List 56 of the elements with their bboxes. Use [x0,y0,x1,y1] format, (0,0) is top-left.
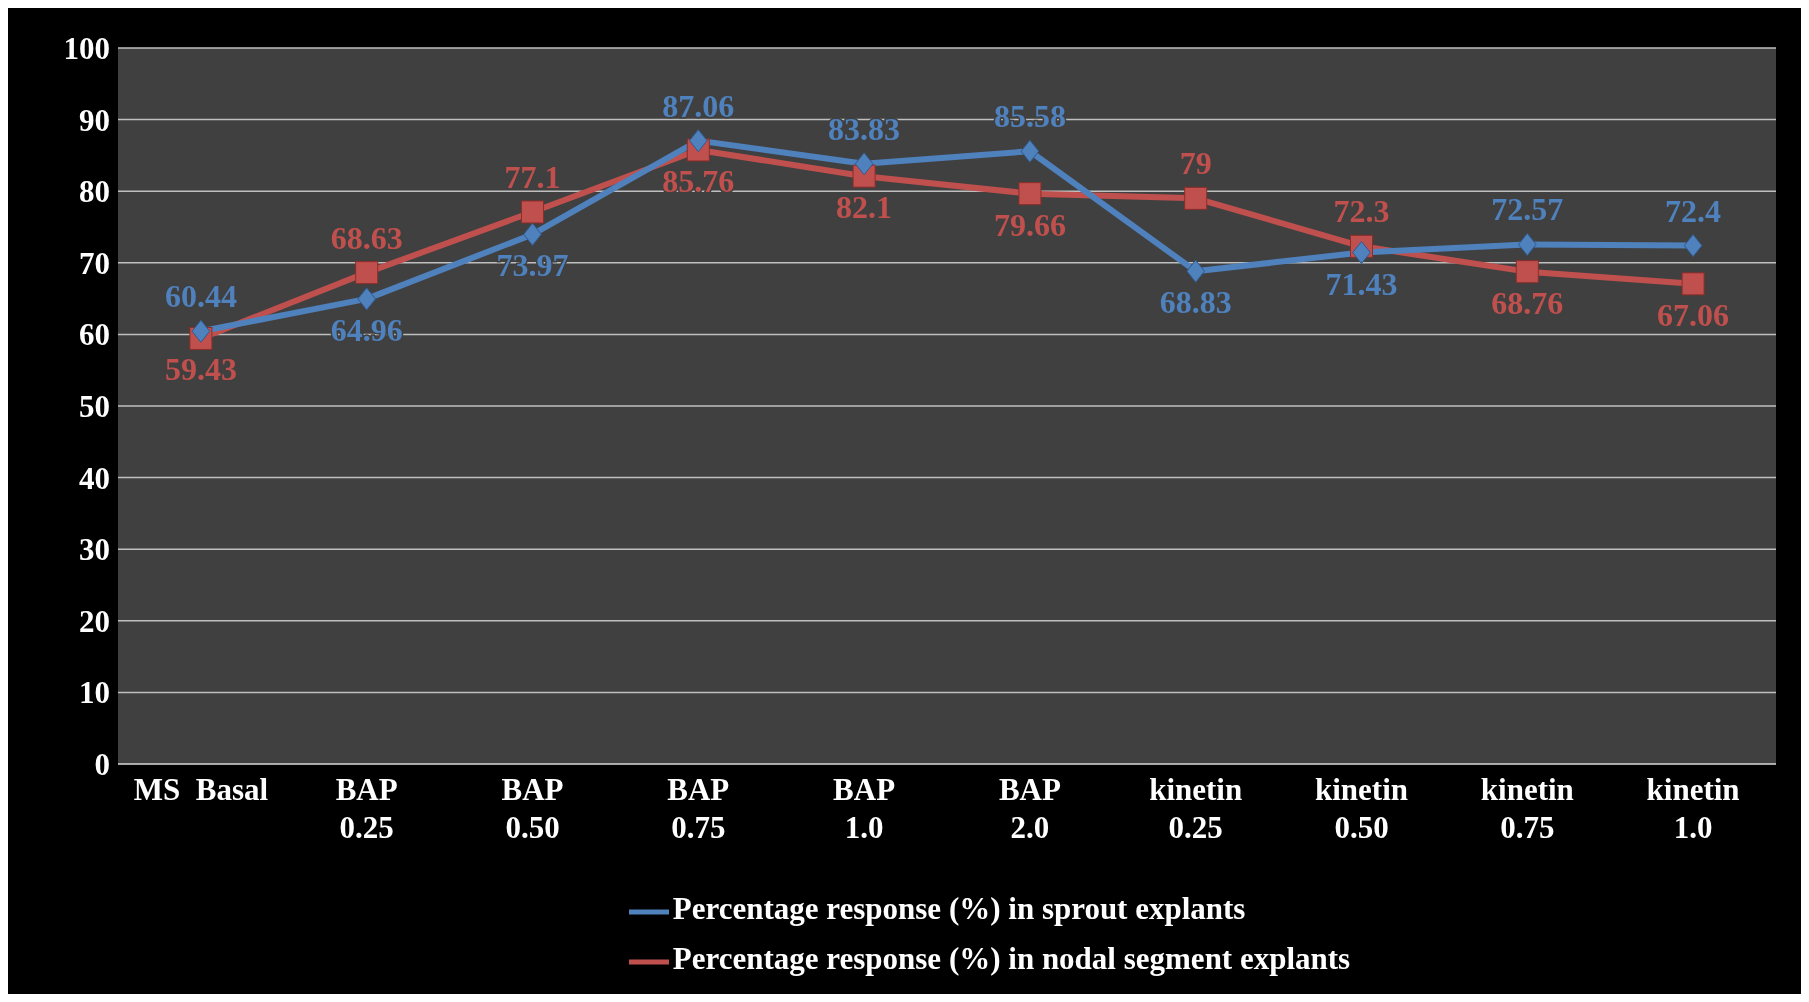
point [1186,259,1205,283]
y-tick-label: 90 [79,102,110,138]
y-tick-label: 40 [79,460,110,496]
point [355,261,379,285]
y-tick-label: 100 [63,31,110,67]
data-label: 68.83 [1159,284,1232,321]
point [1683,234,1703,258]
point [191,319,211,343]
point [1515,260,1539,284]
data-label: 82.1 [836,189,893,226]
x-tick-label: BAP 2.0 [998,772,1061,845]
point [523,222,542,246]
point [1352,241,1371,265]
point [854,152,874,176]
y-tick-label: 0 [94,747,110,783]
y-tick-label: 30 [79,532,110,568]
y-tick-label: 70 [79,245,110,281]
data-label: 59.43 [164,351,237,388]
x-tick-label: BAP 0.25 [335,772,398,845]
legend-label: Percentage response (%) in nodal segment explants [672,941,1351,976]
data-label: 72.3 [1333,193,1390,230]
data-label: 72.4 [1665,192,1722,229]
data-label: 71.43 [1325,265,1398,302]
x-tick-label: kinetin 0.25 [1149,772,1243,845]
x-tick-label: BAP 1.0 [833,772,896,845]
point [357,287,376,311]
y-tick-label: 50 [79,389,110,425]
point [521,200,544,224]
data-label: 79.66 [993,206,1066,243]
y-tick-label: 60 [79,317,110,353]
x-tick-label: BAP 0.50 [501,772,564,845]
point [1184,186,1208,210]
data-label: 83.83 [828,110,901,147]
point [1018,182,1042,206]
x-tick-label: kinetin 0.50 [1314,772,1409,845]
data-label: 72.57 [1491,191,1564,228]
point [689,129,708,153]
x-tick-label: kinetin 0.75 [1480,772,1574,845]
data-label: 77.1 [504,158,561,195]
data-label: 79 [1179,145,1212,182]
y-tick-label: 80 [79,174,110,210]
data-label: 68.63 [330,219,403,256]
y-tick-label: 20 [79,603,110,639]
x-tick-label: BAP 0.75 [667,772,730,845]
x-tick-label: MS Basal [133,772,269,807]
point [1518,232,1537,256]
x-tick-label: kinetin 1.0 [1646,772,1740,845]
legend-label: Percentage response (%) in sprout explants [672,891,1246,926]
data-label: 87.06 [662,87,735,124]
point [1020,139,1040,163]
y-tick-label: 10 [79,675,110,711]
data-label: 68.76 [1491,284,1564,321]
data-label: 67.06 [1657,296,1730,333]
data-label: 85.76 [662,162,735,199]
data-label: 60.44 [164,278,237,315]
point [1681,272,1705,296]
